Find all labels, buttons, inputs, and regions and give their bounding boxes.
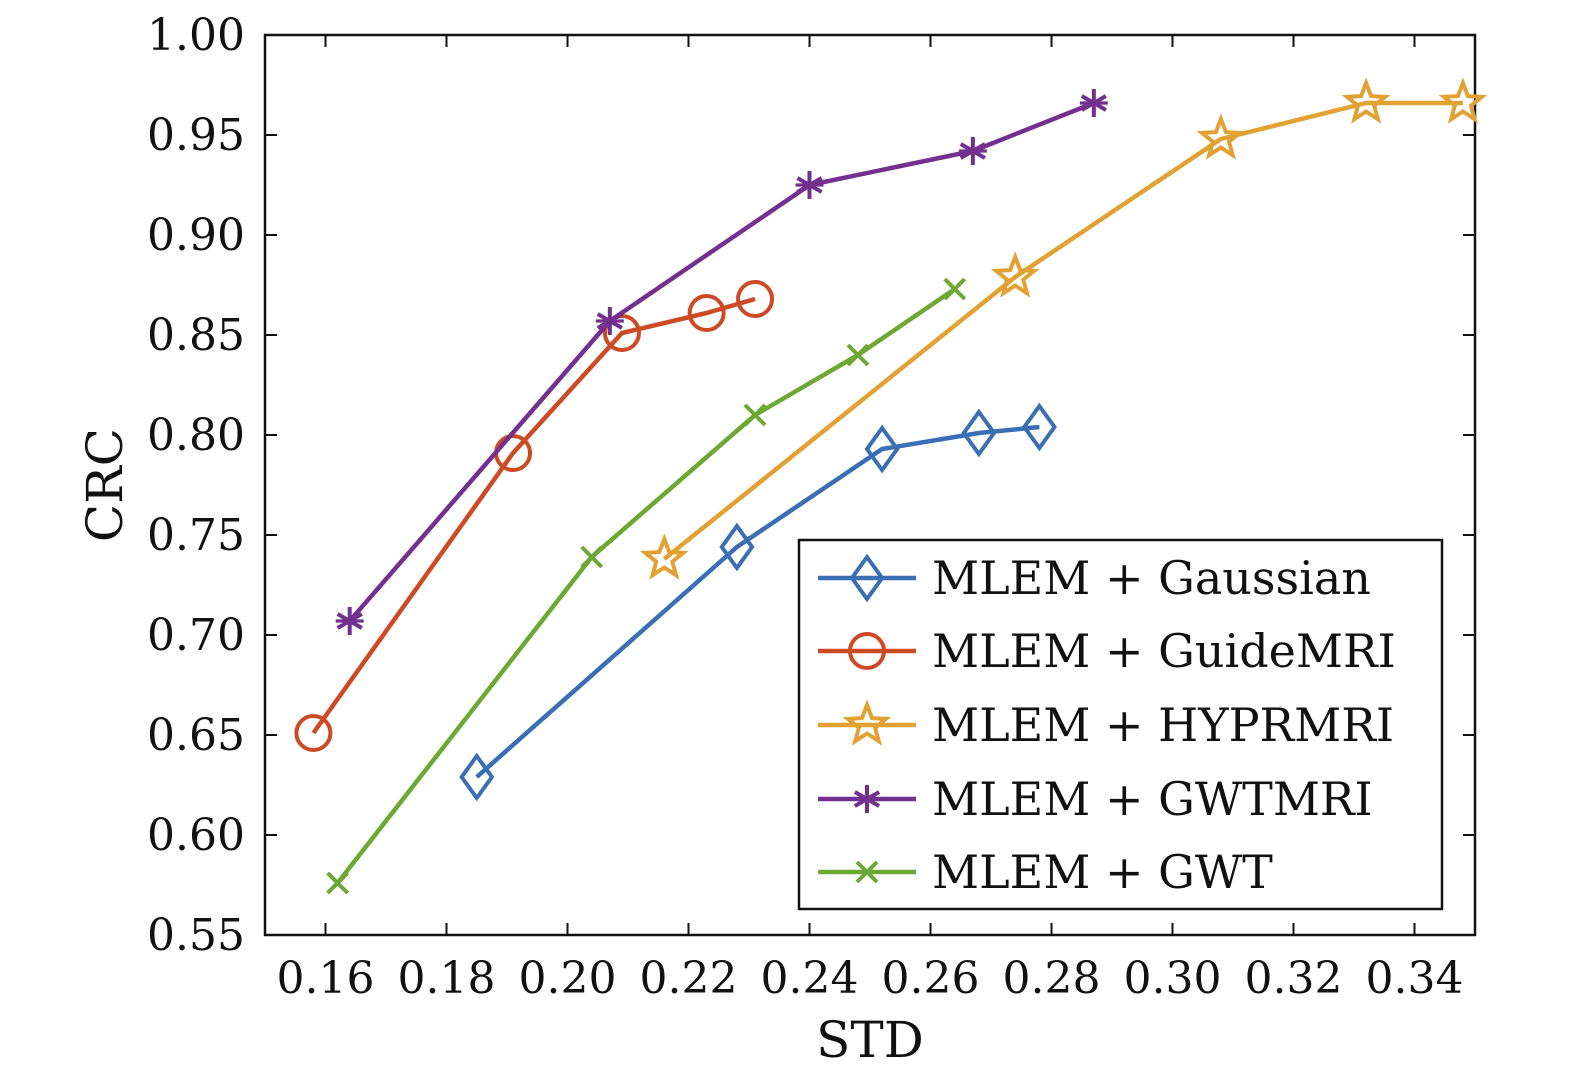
y-tick-label: 0.90 bbox=[147, 210, 245, 261]
data-point bbox=[1438, 77, 1488, 124]
series-5 bbox=[326, 277, 967, 895]
x-tick-label: 0.32 bbox=[1245, 953, 1343, 1004]
x-axis-title: STD bbox=[816, 1011, 924, 1069]
x-tick-label: 0.26 bbox=[882, 953, 980, 1004]
data-point bbox=[335, 607, 364, 635]
data-point bbox=[719, 522, 755, 572]
data-point bbox=[326, 871, 350, 895]
legend-entry: MLEM + GuideMRI bbox=[818, 624, 1396, 678]
y-tick-label: 0.80 bbox=[147, 410, 245, 461]
legend-marker bbox=[849, 553, 885, 603]
legend-label: MLEM + HYPRMRI bbox=[932, 698, 1394, 752]
legend-label: MLEM + GWTMRI bbox=[932, 772, 1373, 826]
y-tick-label: 0.70 bbox=[147, 610, 245, 661]
legend-marker bbox=[842, 699, 892, 746]
data-point bbox=[743, 403, 767, 427]
x-tick-label: 0.16 bbox=[277, 953, 375, 1004]
legend-label: MLEM + GWT bbox=[932, 845, 1273, 899]
data-point bbox=[943, 277, 967, 301]
legend-marker bbox=[853, 785, 881, 813]
data-point bbox=[1021, 402, 1057, 452]
data-point bbox=[639, 533, 689, 580]
data-point bbox=[595, 307, 624, 335]
data-point bbox=[687, 294, 726, 332]
data-point bbox=[736, 280, 775, 318]
series-4 bbox=[335, 89, 1108, 635]
data-point bbox=[961, 408, 997, 458]
data-point bbox=[1079, 89, 1108, 117]
legend-label: MLEM + GuideMRI bbox=[932, 624, 1396, 678]
y-tick-label: 0.75 bbox=[147, 510, 245, 561]
series-layer bbox=[294, 77, 1488, 895]
series-line bbox=[662, 100, 1463, 561]
legend-entry: MLEM + Gaussian bbox=[818, 551, 1371, 605]
series-3 bbox=[639, 77, 1488, 580]
y-tick-label: 0.60 bbox=[147, 810, 245, 861]
series-1 bbox=[459, 402, 1057, 802]
x-tick-label: 0.30 bbox=[1124, 953, 1222, 1004]
x-tick-label: 0.28 bbox=[1003, 953, 1101, 1004]
legend-entry: MLEM + GWTMRI bbox=[818, 772, 1373, 826]
x-tick-label: 0.34 bbox=[1366, 953, 1464, 1004]
y-tick-label: 0.55 bbox=[147, 910, 245, 961]
series-line bbox=[475, 424, 1040, 779]
y-axis: 0.55 0.60 0.65 0.70 0.75 0.80 0.85 0.90 0.95 1.00 bbox=[147, 10, 1475, 961]
x-axis: 0.16 0.18 0.20 0.22 0.24 0.26 0.28 0.30 0.32 0.34 bbox=[277, 35, 1464, 1004]
x-tick-label: 0.24 bbox=[761, 953, 859, 1004]
y-axis-title: CRC bbox=[76, 428, 134, 542]
legend: MLEM + Gaussian MLEM + GuideMRI MLEM + HYP… bbox=[797, 538, 1444, 911]
y-tick-label: 0.65 bbox=[147, 710, 245, 761]
legend-marker bbox=[855, 860, 879, 884]
data-point bbox=[864, 424, 900, 474]
data-point bbox=[459, 752, 495, 802]
legend-items: MLEM + Gaussian MLEM + GuideMRI MLEM + HYP… bbox=[818, 551, 1396, 899]
data-point bbox=[1196, 113, 1246, 160]
data-point bbox=[294, 714, 333, 752]
data-point bbox=[990, 251, 1040, 298]
x-tick-label: 0.22 bbox=[640, 953, 738, 1004]
y-tick-label: 0.85 bbox=[147, 310, 245, 361]
data-point bbox=[846, 343, 870, 367]
data-point bbox=[1341, 77, 1391, 124]
data-point bbox=[795, 171, 824, 199]
x-tick-label: 0.18 bbox=[398, 953, 496, 1004]
y-tick-label: 1.00 bbox=[147, 10, 245, 61]
legend-entry: MLEM + GWT bbox=[818, 845, 1273, 899]
legend-label: MLEM + Gaussian bbox=[932, 551, 1371, 605]
legend-marker bbox=[848, 632, 886, 670]
y-tick-label: 0.95 bbox=[147, 110, 245, 161]
data-point bbox=[580, 545, 604, 569]
x-tick-label: 0.20 bbox=[519, 953, 617, 1004]
legend-entry: MLEM + HYPRMRI bbox=[818, 698, 1394, 752]
data-point bbox=[958, 137, 987, 165]
